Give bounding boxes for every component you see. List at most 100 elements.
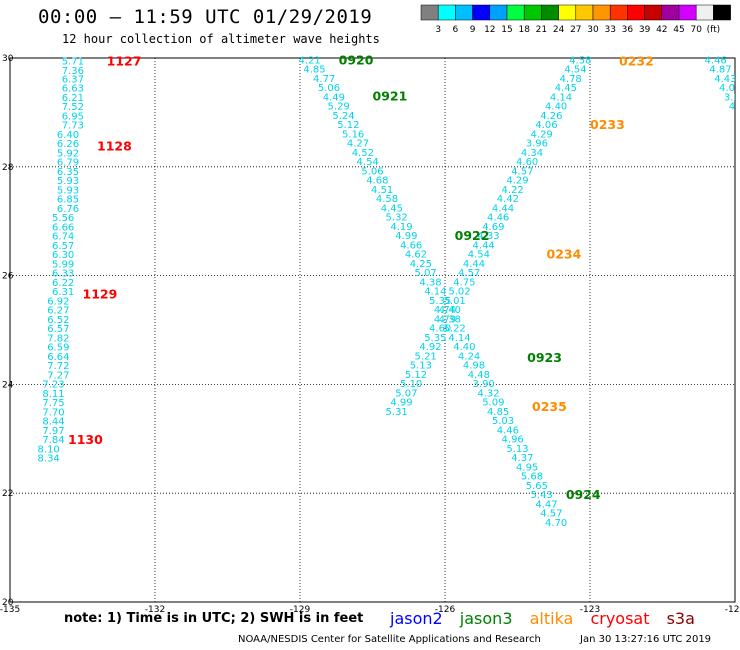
- wave-height-value: 8.10: [38, 444, 60, 455]
- wave-height-value: 5.21: [415, 351, 437, 362]
- wave-height-value: 6.52: [47, 315, 69, 326]
- wave-height-value: 4.57: [458, 268, 480, 279]
- wave-height-value: 4.60: [429, 324, 451, 335]
- colorbar-label: (ft): [707, 25, 721, 35]
- wave-height-value: 4.14: [424, 287, 446, 298]
- wave-height-value: 4.40: [453, 342, 475, 353]
- pass-time-label: 1129: [83, 286, 118, 301]
- wave-height-value: 5.13: [506, 444, 528, 455]
- x-tick-label: -120: [725, 605, 740, 615]
- pass-time-label: 1130: [68, 432, 103, 447]
- wave-value-layer: 5.717.366.376.636.217.526.957.736.406.26…: [38, 55, 740, 528]
- colorbar-label: 42: [656, 25, 667, 35]
- y-tick-label: 28: [2, 163, 14, 173]
- wave-height-value: 5.93: [57, 176, 79, 187]
- y-tick-label: 22: [2, 489, 13, 499]
- legend-s3a: s3a: [666, 609, 695, 628]
- wave-height-value: 8.34: [38, 454, 60, 465]
- credit-line: NOAA/NESDIS Center for Satellite Applica…: [238, 634, 541, 645]
- wave-height-value: 4.60: [516, 157, 538, 168]
- wave-height-value: 5.06: [318, 83, 340, 94]
- wave-height-value: 4.72: [729, 102, 740, 113]
- wave-height-value: 4.66: [400, 240, 422, 251]
- pass-time-label: 1127: [107, 54, 142, 69]
- wave-height-value: 6.57: [47, 324, 69, 335]
- wave-height-value: 6.27: [47, 306, 69, 317]
- wave-height-value: 4.44: [473, 240, 495, 251]
- x-tick-label: -129: [290, 605, 311, 615]
- pass-time-label: 0235: [532, 399, 567, 414]
- wave-height-value: 6.66: [52, 222, 74, 233]
- wave-height-value: 6.92: [47, 296, 69, 307]
- wave-height-value: 6.63: [62, 84, 84, 95]
- legend-jason3: jason3: [459, 609, 513, 628]
- wave-height-value: 6.21: [62, 93, 84, 104]
- wave-height-value: 4.26: [540, 111, 562, 122]
- wave-height-value: 5.71: [62, 57, 84, 68]
- wave-height-value: 4.58: [569, 55, 591, 66]
- x-tick-label: -132: [145, 605, 165, 615]
- wave-height-value: 4.45: [381, 203, 403, 214]
- wave-height-value: 5.10: [400, 379, 422, 390]
- wave-height-value: 5.07: [415, 268, 437, 279]
- wave-height-value: 4.42: [497, 194, 519, 205]
- colorbar-label: 36: [622, 25, 634, 35]
- pass-time-label: 0924: [566, 487, 601, 502]
- x-tick-label: -135: [0, 605, 20, 615]
- wave-height-value: 6.33: [52, 269, 74, 280]
- wave-height-value: 7.27: [47, 370, 69, 381]
- wave-height-value: 4.49: [323, 92, 345, 103]
- wave-height-value: 6.76: [57, 204, 79, 215]
- pass-time-label: 0922: [455, 228, 490, 243]
- wave-height-value: 8.44: [42, 417, 64, 428]
- colorbar-label: 27: [570, 25, 581, 35]
- wave-height-value: 4.99: [395, 231, 417, 242]
- wave-height-value: 5.68: [521, 472, 543, 483]
- wave-height-value: 4.43: [714, 74, 736, 85]
- wave-height-value: 5.12: [337, 120, 359, 131]
- wave-height-value: 7.23: [42, 380, 64, 391]
- wave-height-value: 6.57: [52, 241, 74, 252]
- wave-height-value: 4.85: [303, 65, 325, 76]
- colorbar-swatch: [713, 4, 731, 21]
- wave-height-value: 4.98: [463, 361, 485, 372]
- pass-time-label: 0921: [373, 88, 408, 103]
- colorbar-label: 33: [604, 25, 615, 35]
- pass-time-label: 0233: [590, 117, 625, 132]
- wave-height-value: 4.21: [299, 55, 321, 66]
- wave-height-value: 5.22: [444, 324, 466, 335]
- wave-height-value: 4.74: [434, 305, 456, 316]
- wave-height-value: 5.99: [52, 259, 74, 270]
- wave-height-value: 4.14: [550, 92, 572, 103]
- y-tick-label: 24: [2, 380, 14, 390]
- wave-height-value: 4.96: [502, 435, 524, 446]
- wave-height-value: 5.06: [361, 166, 383, 177]
- wave-height-value: 4.27: [347, 139, 369, 150]
- pass-time-label: 0923: [527, 350, 562, 365]
- wave-height-value: 5.12: [405, 370, 427, 381]
- wave-height-value: 6.37: [62, 74, 84, 85]
- wave-height-value: 4.44: [463, 259, 485, 270]
- wave-height-value: 4.29: [506, 176, 528, 187]
- wave-height-value: 4.54: [564, 65, 586, 76]
- wave-height-value: 4.44: [492, 203, 514, 214]
- wave-height-value: 5.01: [444, 296, 466, 307]
- wave-height-value: 8.11: [42, 389, 64, 400]
- colorbar-label: 3: [435, 25, 441, 35]
- pass-time-label: 0232: [619, 54, 654, 69]
- wave-height-value: 5.93: [57, 185, 79, 196]
- colorbar-label: 18: [518, 25, 530, 35]
- wave-height-value: 6.30: [52, 250, 74, 261]
- footer-note: note: 1) Time is in UTC; 2) SWH is in fe…: [64, 611, 364, 626]
- wave-height-value: 6.74: [52, 232, 74, 243]
- wave-height-value: 7.75: [42, 398, 64, 409]
- colorbar-label: 6: [453, 25, 459, 35]
- wave-height-value: 4.46: [497, 425, 519, 436]
- wave-height-value: 6.31: [52, 287, 74, 298]
- wave-height-value: 7.84: [42, 435, 64, 446]
- satellite-legend: jason2 jason3 altika cryosat s3a: [390, 609, 707, 628]
- wave-height-value: 4.19: [390, 222, 412, 233]
- wave-height-value: 6.59: [47, 343, 69, 354]
- wave-height-value: 6.26: [57, 139, 79, 150]
